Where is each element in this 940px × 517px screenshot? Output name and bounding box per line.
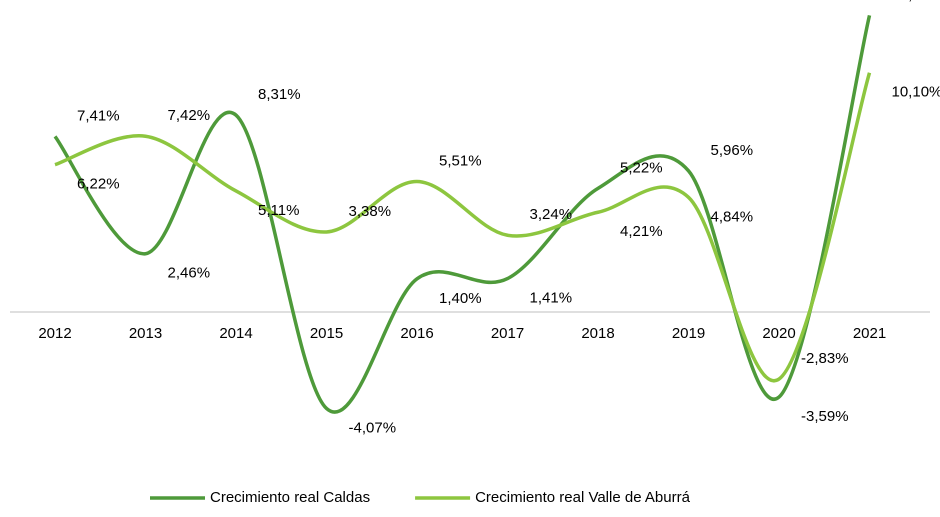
data-label: 5,11% <box>258 202 299 219</box>
legend-label: Crecimiento real Caldas <box>210 489 370 506</box>
data-label: 1,40% <box>439 290 482 307</box>
x-tick-label: 2013 <box>129 325 162 342</box>
data-label: 5,22% <box>620 159 663 176</box>
data-label: 12,52% <box>892 0 940 3</box>
data-label: -2,83% <box>801 350 849 367</box>
data-label: 2,46% <box>168 265 211 282</box>
x-tick-label: 2019 <box>672 325 705 342</box>
x-tick-label: 2015 <box>310 325 343 342</box>
x-tick-label: 2021 <box>853 325 886 342</box>
x-tick-label: 2017 <box>491 325 524 342</box>
x-tick-label: 2014 <box>219 325 252 342</box>
data-label: 10,10% <box>892 84 940 101</box>
data-label: -3,59% <box>801 408 849 425</box>
data-label: 5,96% <box>711 142 754 159</box>
data-label: 8,31% <box>258 86 301 103</box>
x-tick-label: 2018 <box>581 325 614 342</box>
data-label: 3,24% <box>530 206 573 223</box>
data-label: -4,07% <box>349 419 397 436</box>
data-label: 1,41% <box>530 290 573 307</box>
data-label: 7,41% <box>77 107 120 124</box>
x-tick-label: 2016 <box>400 325 433 342</box>
data-label: 7,42% <box>168 107 211 124</box>
x-tick-label: 2020 <box>762 325 795 342</box>
data-label: 4,84% <box>711 208 754 225</box>
data-label: 6,22% <box>77 176 120 193</box>
data-label: 5,51% <box>439 152 482 169</box>
legend-label: Crecimiento real Valle de Aburrá <box>475 489 690 506</box>
data-label: 4,21% <box>620 223 663 240</box>
x-tick-label: 2012 <box>38 325 71 342</box>
data-label: 3,38% <box>349 203 392 220</box>
